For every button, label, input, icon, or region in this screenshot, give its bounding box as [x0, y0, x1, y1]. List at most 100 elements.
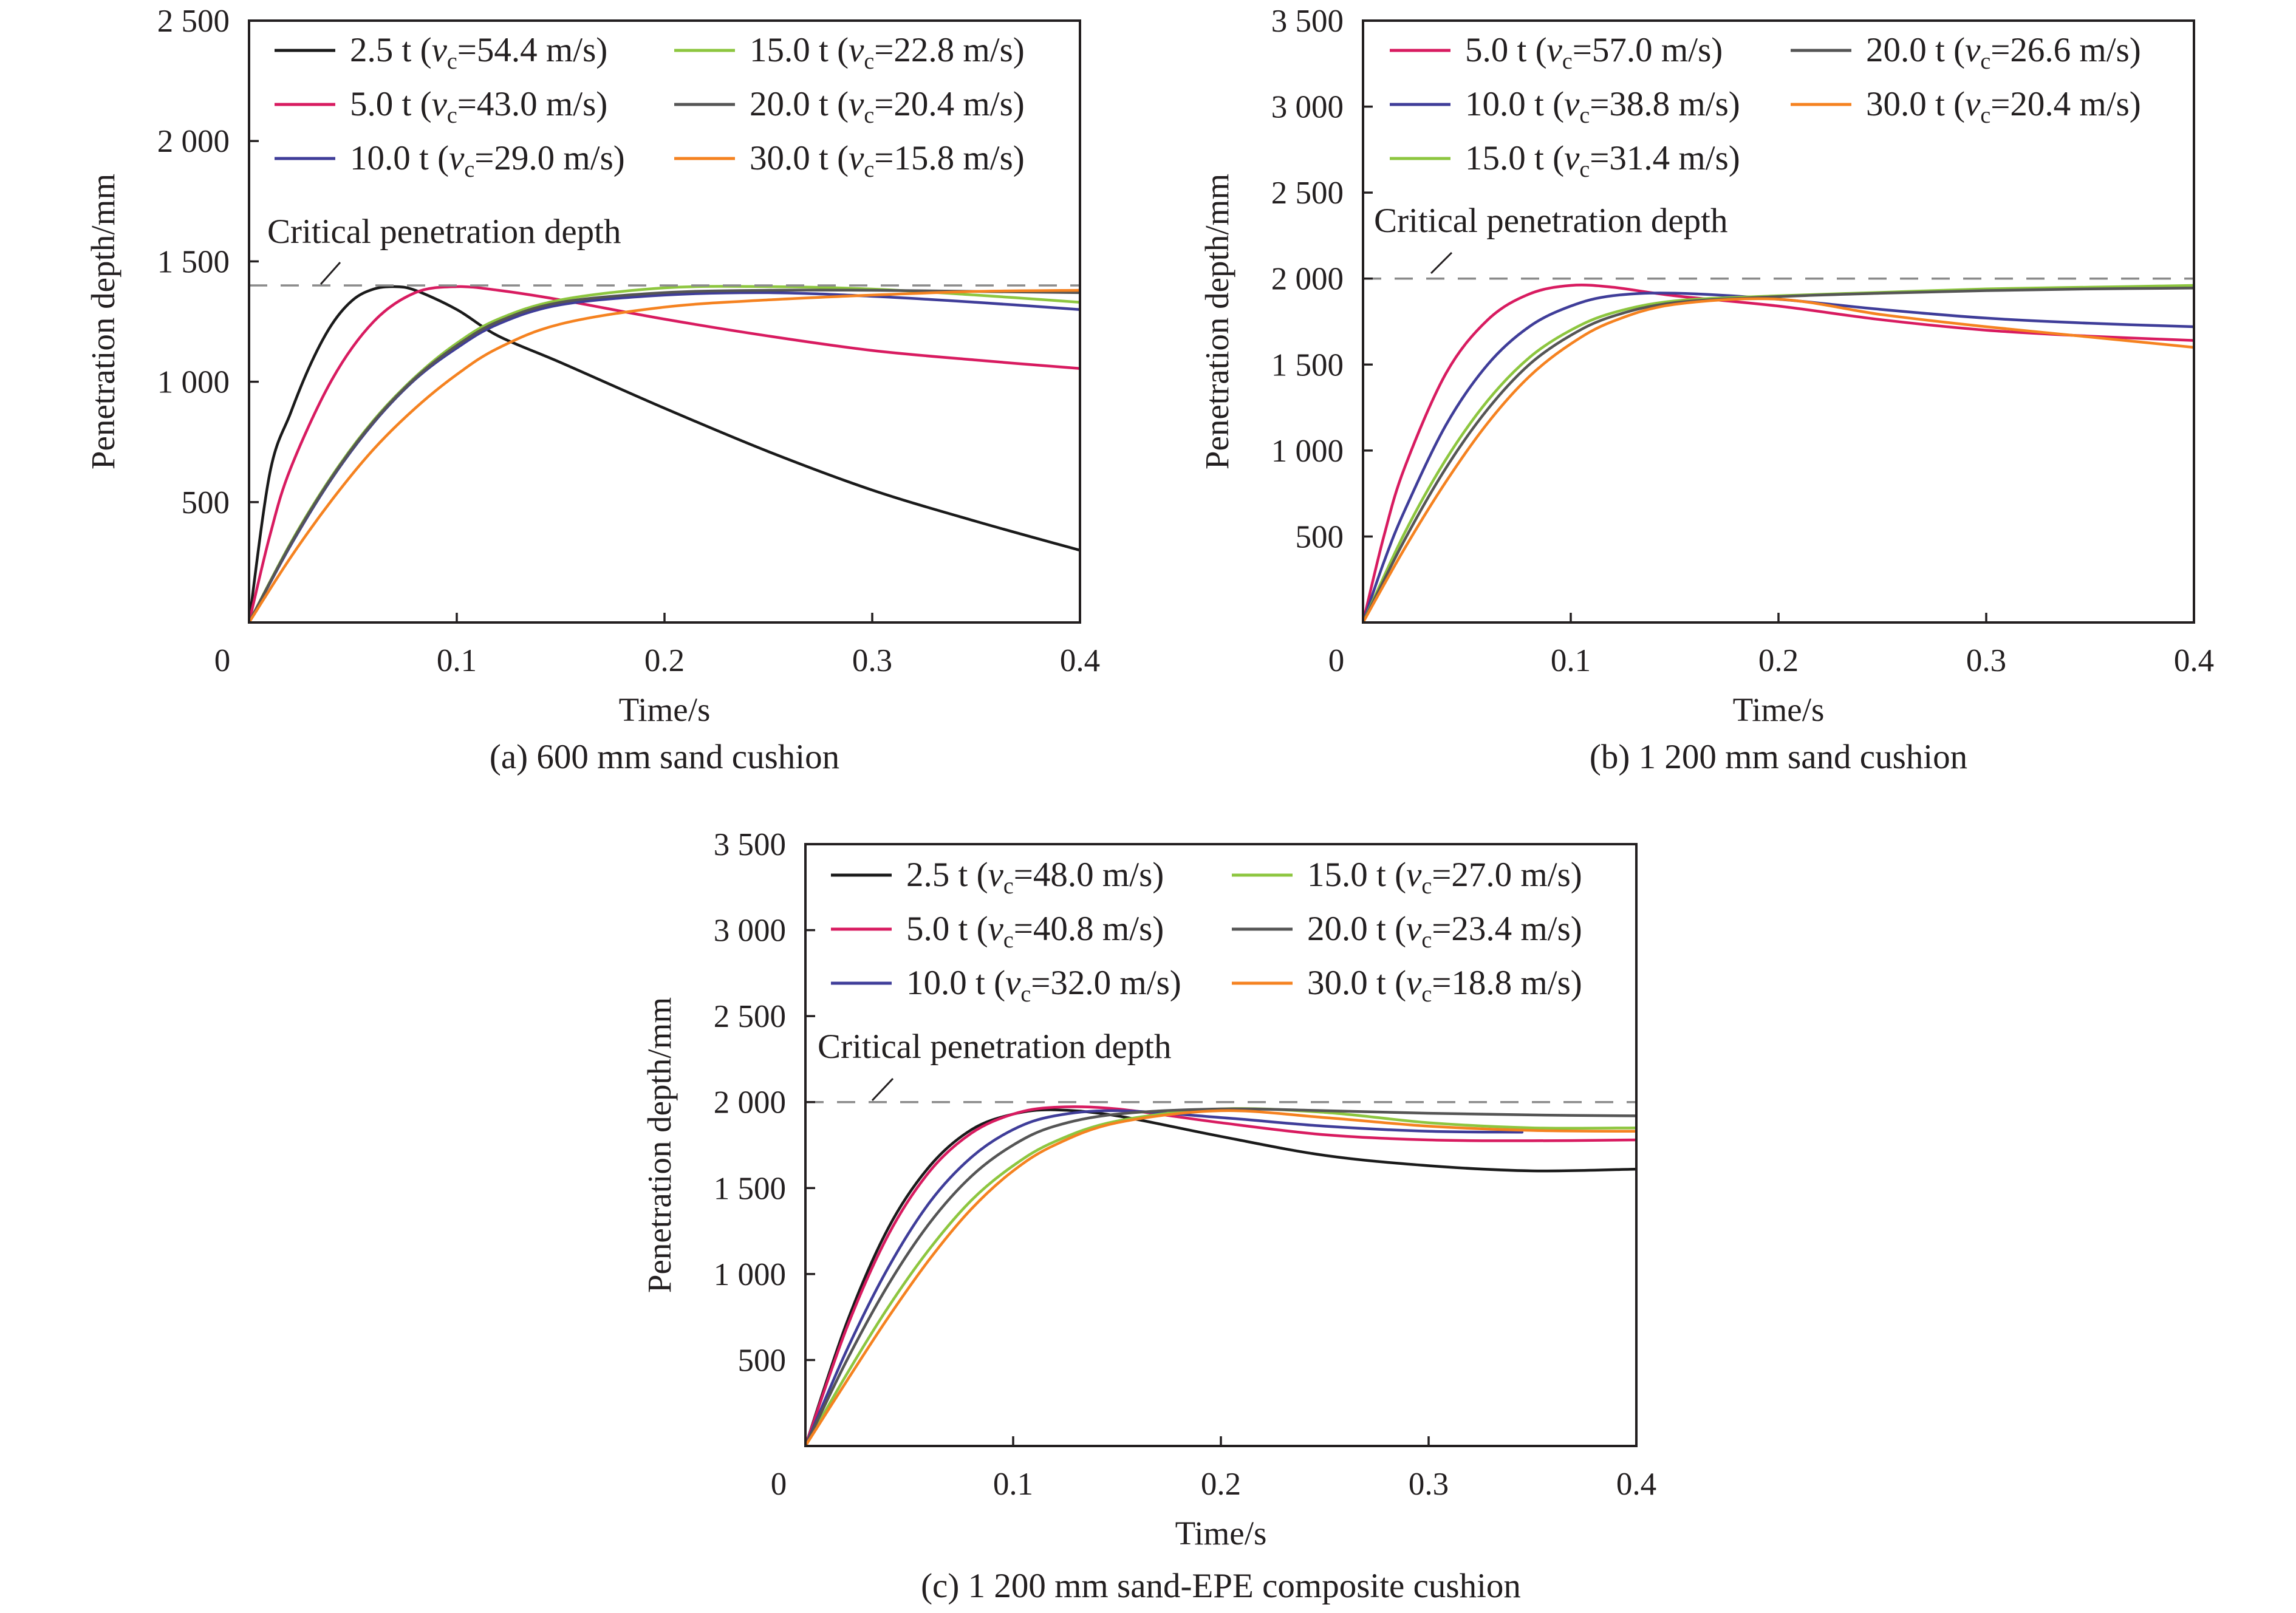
- legend-item: 10.0 t (vc=32.0 m/s): [831, 964, 1181, 1007]
- legend-label: 20.0 t (vc=26.6 m/s): [1866, 31, 2141, 74]
- y-tick-label: 500: [738, 1343, 787, 1378]
- x-tick-label: 0.4: [1616, 1467, 1656, 1502]
- chart-panel-2: Critical penetration depth 0 0.1 0.2 0.3 0.4 5…: [1198, 4, 2214, 776]
- critical-depth-label: Critical penetration depth: [818, 1028, 1171, 1066]
- series-line-20-0-t: [249, 288, 1080, 622]
- y-tick-label: 2 500: [714, 999, 786, 1034]
- legend-item: 20.0 t (vc=23.4 m/s): [1232, 910, 1582, 953]
- y-tick-label: 3 500: [1271, 4, 1344, 39]
- chart-panel-3: Critical penetration depth 0 0.1 0.2 0.3 0.4 5…: [641, 827, 1656, 1605]
- y-axis-label: Penetration depth/mm: [1198, 174, 1235, 469]
- series-line-10-0-t: [1363, 292, 2194, 622]
- x-tick-label: 0.1: [993, 1467, 1033, 1502]
- y-axis-label: Penetration depth/mm: [641, 997, 678, 1293]
- x-tick-label: 0.3: [1966, 643, 2006, 678]
- critical-depth-leader: [871, 1077, 894, 1102]
- series-line-2-5-t: [805, 1108, 1636, 1446]
- x-tick-label: 0.2: [1758, 643, 1799, 678]
- legend-label: 5.0 t (vc=57.0 m/s): [1465, 31, 1723, 74]
- legend-label: 30.0 t (vc=15.8 m/s): [750, 139, 1025, 182]
- y-tick-label: 1 000: [714, 1257, 786, 1292]
- legend-label: 30.0 t (vc=20.4 m/s): [1866, 85, 2141, 128]
- x-tick-label: 0.1: [437, 643, 477, 678]
- legend-item: 15.0 t (vc=22.8 m/s): [674, 31, 1025, 74]
- y-tick-label: 3 000: [714, 913, 786, 949]
- legend-label: 15.0 t (vc=22.8 m/s): [750, 31, 1025, 74]
- legend-label: 2.5 t (vc=48.0 m/s): [906, 856, 1164, 899]
- x-tick-label: 0: [1328, 643, 1345, 678]
- legend-label: 10.0 t (vc=38.8 m/s): [1465, 85, 1740, 128]
- y-tick-label: 1 000: [157, 365, 230, 400]
- x-tick-label: 0.3: [1409, 1467, 1449, 1502]
- legend-item: 2.5 t (vc=54.4 m/s): [275, 31, 607, 74]
- series-line-20-0-t: [1363, 287, 2194, 622]
- y-tick-label: 2 500: [157, 4, 230, 39]
- series-lines: [249, 285, 1080, 622]
- series-line-5-0-t: [805, 1105, 1636, 1446]
- series-line-5-0-t: [249, 285, 1080, 622]
- y-tick-label: 2 000: [1271, 262, 1344, 297]
- legend-item: 30.0 t (vc=18.8 m/s): [1232, 964, 1582, 1007]
- legend-label: 2.5 t (vc=54.4 m/s): [350, 31, 607, 74]
- legend-item: 5.0 t (vc=43.0 m/s): [275, 85, 607, 128]
- y-tick-label: 1 500: [714, 1171, 786, 1206]
- x-tick-label: 0.1: [1551, 643, 1591, 678]
- y-axis-label: Penetration depth/mm: [84, 174, 121, 469]
- x-axis-label: Time/s: [619, 691, 711, 728]
- panel-caption: (b) 1 200 mm sand cushion: [1590, 738, 1967, 776]
- series-lines: [805, 1105, 1636, 1446]
- x-axis-label: Time/s: [1733, 691, 1825, 728]
- legend-item: 10.0 t (vc=29.0 m/s): [275, 139, 625, 182]
- x-tick-label: 0.4: [2174, 643, 2214, 678]
- series-line-30-0-t: [249, 288, 1080, 622]
- x-tick-label: 0: [771, 1467, 787, 1502]
- legend: 5.0 t (vc=57.0 m/s) 10.0 t (vc=38.8 m/s) 1…: [1390, 31, 2141, 182]
- legend: 2.5 t (vc=54.4 m/s) 5.0 t (vc=43.0 m/s) 10…: [275, 31, 1025, 182]
- y-tick-label: 1 000: [1271, 434, 1344, 469]
- y-tick-label: 500: [182, 485, 230, 520]
- legend-item: 15.0 t (vc=31.4 m/s): [1390, 139, 1740, 182]
- series-line-20-0-t: [805, 1107, 1636, 1446]
- legend-item: 5.0 t (vc=57.0 m/s): [1390, 31, 1723, 74]
- legend-item: 30.0 t (vc=20.4 m/s): [1791, 85, 2141, 128]
- critical-depth-label: Critical penetration depth: [267, 213, 621, 251]
- legend-label: 20.0 t (vc=20.4 m/s): [750, 85, 1025, 128]
- series-line-10-0-t: [805, 1109, 1524, 1446]
- y-tick-label: 1 500: [1271, 347, 1344, 383]
- series-line-15-0-t: [805, 1107, 1636, 1446]
- series-line-15-0-t: [1363, 284, 2194, 622]
- y-tick-label: 2 000: [157, 124, 230, 159]
- legend-label: 5.0 t (vc=43.0 m/s): [350, 85, 607, 128]
- critical-depth-leader: [1430, 251, 1453, 275]
- legend-label: 15.0 t (vc=31.4 m/s): [1465, 139, 1740, 182]
- series-line-30-0-t: [805, 1109, 1636, 1446]
- y-tick-label: 2 500: [1271, 176, 1344, 211]
- legend-item: 20.0 t (vc=20.4 m/s): [674, 85, 1025, 128]
- legend-item: 5.0 t (vc=40.8 m/s): [831, 910, 1164, 953]
- critical-depth-label: Critical penetration depth: [1374, 202, 1727, 240]
- series-line-5-0-t: [1363, 284, 2194, 622]
- legend: 2.5 t (vc=48.0 m/s) 5.0 t (vc=40.8 m/s) 10…: [831, 856, 1582, 1007]
- x-tick-label: 0.4: [1060, 643, 1100, 678]
- legend-label: 20.0 t (vc=23.4 m/s): [1307, 910, 1582, 953]
- y-tick-label: 1 500: [157, 244, 230, 279]
- y-tick-label: 500: [1296, 519, 1344, 554]
- x-tick-label: 0.2: [644, 643, 685, 678]
- legend-label: 10.0 t (vc=29.0 m/s): [350, 139, 625, 182]
- legend-label: 30.0 t (vc=18.8 m/s): [1307, 964, 1582, 1007]
- x-tick-label: 0.2: [1201, 1467, 1241, 1502]
- legend-item: 10.0 t (vc=38.8 m/s): [1390, 85, 1740, 128]
- legend-item: 30.0 t (vc=15.8 m/s): [674, 139, 1025, 182]
- series-line-10-0-t: [249, 291, 1080, 622]
- x-axis-label: Time/s: [1175, 1515, 1267, 1552]
- legend-item: 15.0 t (vc=27.0 m/s): [1232, 856, 1582, 899]
- series-lines: [1363, 284, 2194, 622]
- y-tick-label: 2 000: [714, 1085, 786, 1120]
- y-tick-label: 3 500: [714, 827, 786, 862]
- legend-label: 10.0 t (vc=32.0 m/s): [906, 964, 1181, 1007]
- critical-depth-leader: [319, 262, 341, 285]
- series-line-15-0-t: [249, 285, 1080, 622]
- panel-caption: (a) 600 mm sand cushion: [490, 738, 839, 776]
- legend-item: 2.5 t (vc=48.0 m/s): [831, 856, 1164, 899]
